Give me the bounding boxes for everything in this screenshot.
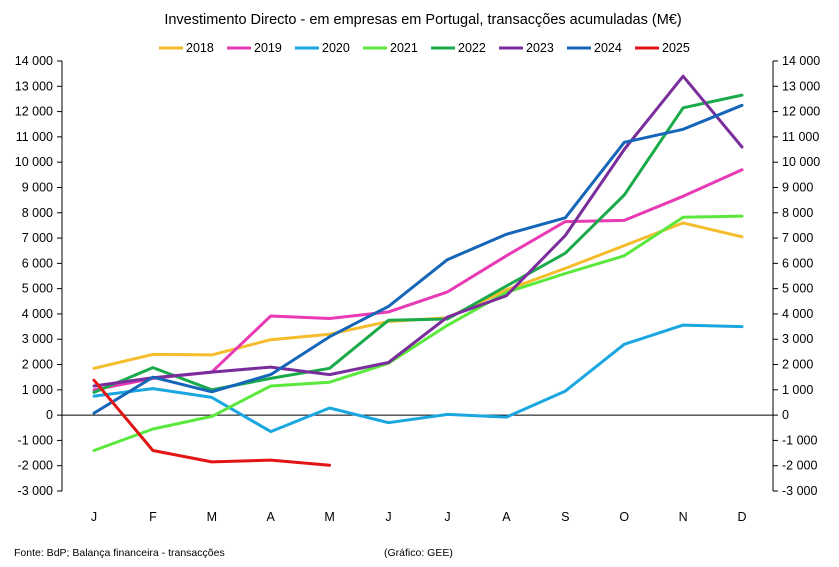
y-tick-label-left: -2 000 [18,459,53,473]
series-line-2019 [92,168,744,392]
x-tick-label: J [385,510,391,524]
legend-label-2024: 2024 [594,41,622,55]
x-tick-label: D [737,510,746,524]
y-tick-label-left: 4 000 [22,307,53,321]
x-tick-label: M [207,510,217,524]
legend-label-2023: 2023 [526,41,554,55]
series-line-2023 [92,74,744,388]
y-tick-label-left: 8 000 [22,206,53,220]
y-tick-label-left: 14 000 [15,54,53,68]
y-tick-label-left: 3 000 [22,332,53,346]
y-tick-label-right: 2 000 [782,358,813,372]
y-tick-label-right: 3 000 [782,332,813,346]
y-tick-label-left: 0 [46,408,53,422]
x-tick-label: S [561,510,569,524]
y-tick-label-right: -3 000 [782,484,817,498]
y-tick-label-left: 1 000 [22,383,53,397]
chart-title: Investimento Directo - em empresas em Po… [164,12,681,28]
y-tick-label-left: 12 000 [15,105,53,119]
y-tick-label-right: -2 000 [782,459,817,473]
legend-label-2025: 2025 [662,41,690,55]
legend-label-2022: 2022 [458,41,486,55]
y-tick-label-left: -3 000 [18,484,53,498]
y-tick-label-right: 7 000 [782,231,813,245]
series-line-2022 [92,93,744,394]
y-tick-label-right: 0 [782,408,789,422]
y-tick-label-left: 6 000 [22,256,53,270]
legend-label-2020: 2020 [322,41,350,55]
legend-label-2018: 2018 [186,41,214,55]
y-tick-label-right: 8 000 [782,206,813,220]
y-tick-label-right: 4 000 [782,307,813,321]
y-tick-label-left: 11 000 [16,130,53,144]
legend-label-2019: 2019 [254,41,282,55]
x-tick-label: J [91,510,97,524]
x-tick-label: A [502,510,511,524]
footer-source: Fonte: BdP; Balança financeira - transac… [14,547,225,559]
y-tick-label-left: -1 000 [18,433,53,447]
series-line-2024 [92,103,744,415]
y-tick-label-right: 10 000 [782,155,820,169]
footer-credit: (Gráfico: GEE) [384,547,453,559]
y-tick-label-left: 5 000 [22,282,53,296]
series-line-2025 [92,378,332,467]
axes: -3 000 -3 000 -2 000 -2 000 -1 000 -1 000 0 0 1 … [15,54,821,498]
x-tick-label: A [267,510,276,524]
series-line-2018 [92,221,744,370]
x-tick-label: F [149,510,157,524]
y-tick-label-right: 13 000 [782,79,820,93]
y-tick-label-right: 9 000 [782,180,813,194]
y-tick-label-left: 2 000 [22,358,53,372]
y-tick-label-right: 12 000 [782,105,820,119]
x-tick-label: N [679,510,688,524]
y-tick-label-right: 5 000 [782,282,813,296]
legend: 2018 2019 2020 2021 2022 2023 2024 2025 [159,41,690,55]
x-tick-label: M [324,510,334,524]
y-tick-label-left: 10 000 [15,155,53,169]
y-tick-label-right: -1 000 [782,433,817,447]
y-tick-label-left: 13 000 [15,79,53,93]
y-tick-label-right: 1 000 [782,383,813,397]
series-line-2020 [92,323,744,434]
legend-label-2021: 2021 [390,41,418,55]
x-tick-label: J [444,510,450,524]
y-tick-label-right: 6 000 [782,256,813,270]
y-tick-label-right: 11 000 [782,130,819,144]
y-tick-label-left: 9 000 [22,180,53,194]
x-tick-label: O [619,510,629,524]
series-line-2021 [92,214,744,452]
plot-lines [92,74,744,467]
y-tick-label-left: 7 000 [22,231,53,245]
y-tick-label-right: 14 000 [782,54,820,68]
